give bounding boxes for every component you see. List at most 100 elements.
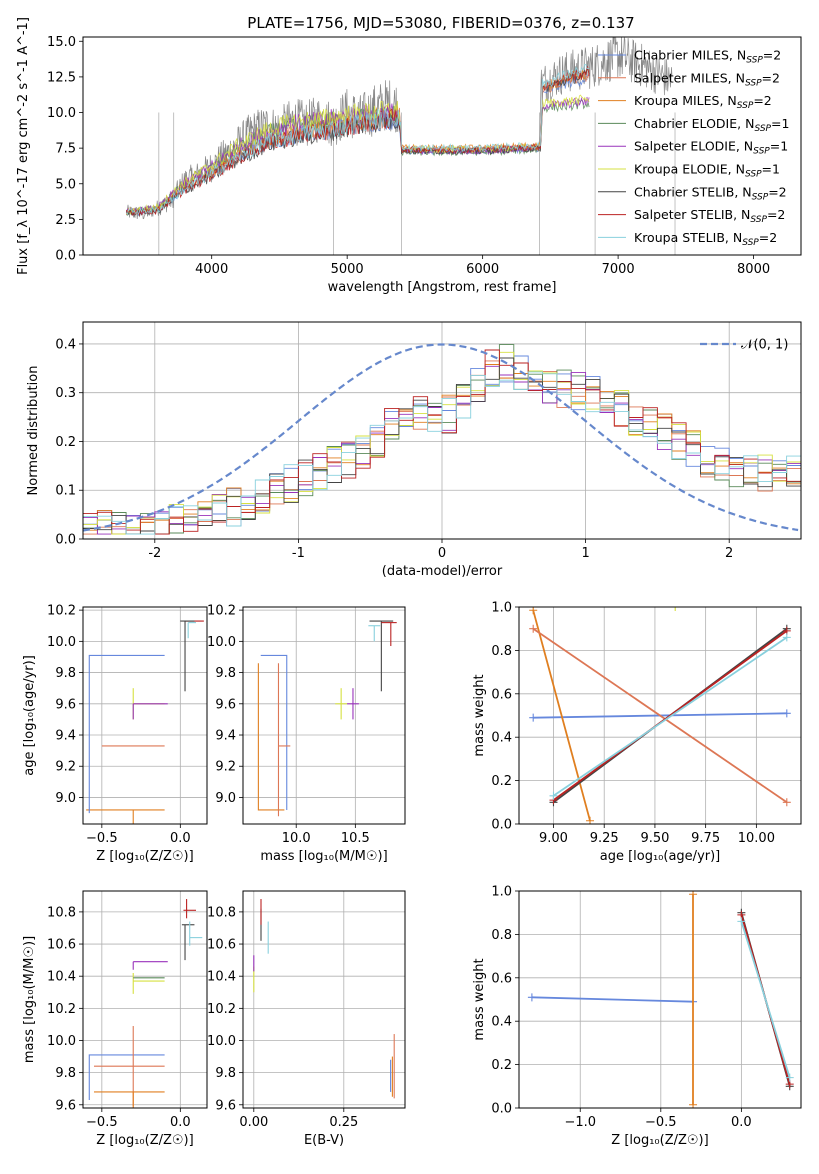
y-tick-label: 10.8 [207,905,236,920]
y-tick-label: 0.2 [491,1058,512,1073]
spectrum-legend: Chabrier MILES, NSSP=2 Salpeter MILES, NS… [598,48,789,248]
weight-line [552,636,788,797]
age-vs-mass-frame [242,606,406,825]
weight_vs_age-axes: 9.00 9.25 9.50 9.75 10.00 0.0 0.2 0.4 0.6 0.8 1.0 a… [472,601,801,864]
figure-title: PLATE=1756, MJD=53080, FIBERID=0376, z=0… [247,14,634,32]
x-tick-label: 9.00 [539,831,568,846]
mass-vs-ebv-marks [253,899,395,1099]
weight-point [782,709,791,718]
age-vs-Z-frame [82,606,208,825]
weight-vs-Z-series [527,891,794,1108]
x-tick-label: 0.0 [731,1115,752,1130]
residuals-axes: -2 -1 0 1 2 0.0 0.1 0.2 0.3 0.4 (data-model)/error… [26,322,801,579]
y-tick-label: 9.6 [215,697,236,712]
spectrum-frame [82,36,802,256]
y-tick-label: 0.3 [55,386,76,401]
legend-label: Chabrier ELODIE, NSSP=1 [634,116,789,134]
weight-vs-age-frame [518,606,802,825]
age_vs_mass-axes: 10.0 10.5 9.0 9.2 9.4 9.6 9.8 10.0 10.2 mass [log… [207,604,405,864]
weight-point [782,633,791,642]
y-tick-label: 0.0 [55,533,76,548]
x-tick-label: 6000 [466,262,499,277]
x-tick-label: 10.00 [738,831,775,846]
chabrier-miles-errorbar [88,654,165,814]
model-spectrum [126,65,590,217]
y-tick-label: 9.6 [55,697,76,712]
chabrier-miles-errorbar [88,1054,165,1100]
y-tick-label: 0.4 [491,1015,512,1030]
weight-point [689,1100,698,1108]
x-axis-label: Z [log₁₀(Z/Z☉)] [611,1133,708,1148]
y-tick-label: 9.0 [215,791,236,806]
spectrum-lines [126,37,676,255]
x-tick-label: −1.0 [564,1115,596,1130]
weight-point [737,917,746,926]
y-tick-label: 10.2 [207,604,236,619]
x-tick-label: 10.5 [341,831,370,846]
y-tick-label: 0.0 [491,818,512,833]
x-axis-label: Z [log₁₀(Z/Z☉)] [96,1133,193,1148]
y-tick-label: 10.2 [47,1002,76,1017]
x-axis-label: wavelength [Angstrom, rest frame] [328,280,557,295]
weight-point [527,993,536,1002]
weight-vs-Z-frame [518,890,802,1109]
weight-point [689,891,698,899]
y-tick-label: 10.0 [207,1034,236,1049]
y-axis-label: mass [log₁₀(M/M☉)] [22,936,37,1063]
x-tick-label: 0.25 [329,1115,358,1130]
legend-label: Kroupa STELIB, NSSP=2 [634,230,777,248]
x-axis-label: (data-model)/error [382,564,503,579]
y-tick-label: 10.0 [207,635,236,650]
x-tick-label: 0.0 [170,831,191,846]
y-tick-label: 2.5 [55,213,76,228]
weight-point [586,816,595,824]
x-tick-label: 0.0 [170,1115,191,1130]
x-tick-label: -1 [292,546,305,561]
y-tick-label: 9.8 [215,666,236,681]
legend-label: Salpeter STELIB, NSSP=2 [634,207,785,225]
legend-label: Salpeter MILES, NSSP=2 [634,70,780,88]
weight-line [552,630,788,801]
y-tick-label: 9.8 [215,1066,236,1081]
y-tick-label: 9.0 [55,791,76,806]
x-tick-label: −0.5 [86,831,118,846]
y-axis-label: mass weight [472,674,487,756]
y-tick-label: 0.4 [55,337,76,352]
x-tick-label: 0.00 [239,1115,268,1130]
y-tick-label: 15.0 [47,35,76,50]
x-axis-label: mass [log₁₀(M/M☉)] [260,849,387,864]
y-tick-label: 0.1 [55,484,76,499]
x-tick-label: 10.0 [282,831,311,846]
x-tick-label: 9.75 [691,831,720,846]
y-tick-label: 10.6 [47,938,76,953]
y-tick-label: 0.0 [491,1102,512,1117]
legend-label: Kroupa MILES, NSSP=2 [634,93,772,111]
x-tick-label: -2 [148,546,161,561]
y-tick-label: 9.2 [215,760,236,775]
y-tick-label: 0.8 [491,928,512,943]
residuals-frame [82,321,802,540]
y-tick-label: 10.4 [47,970,76,985]
model-spectrum [126,96,590,215]
weight-point [671,607,680,611]
mass-vs-Z-frame [82,890,208,1109]
legend-label: Chabrier STELIB, NSSP=2 [634,184,787,202]
x-tick-label: 4000 [195,262,228,277]
x-tick-label: 0 [438,546,446,561]
y-tick-label: 12.5 [47,70,76,85]
mass-vs-ebv-frame [242,890,406,1109]
y-tick-label: 0.0 [55,249,76,264]
y-tick-label: 10.2 [47,604,76,619]
y-axis-label: Normed distribution [26,366,41,496]
model-spectrum [126,63,590,216]
y-axis-label: age [log₁₀(age/yr)] [22,655,37,776]
y-tick-label: 9.2 [55,760,76,775]
x-tick-label: 2 [725,546,733,561]
y-tick-label: 0.6 [491,971,512,986]
weight-point [529,624,538,633]
x-tick-label: 1 [581,546,589,561]
x-tick-label: 8000 [737,262,770,277]
model-spectrum [126,68,590,215]
